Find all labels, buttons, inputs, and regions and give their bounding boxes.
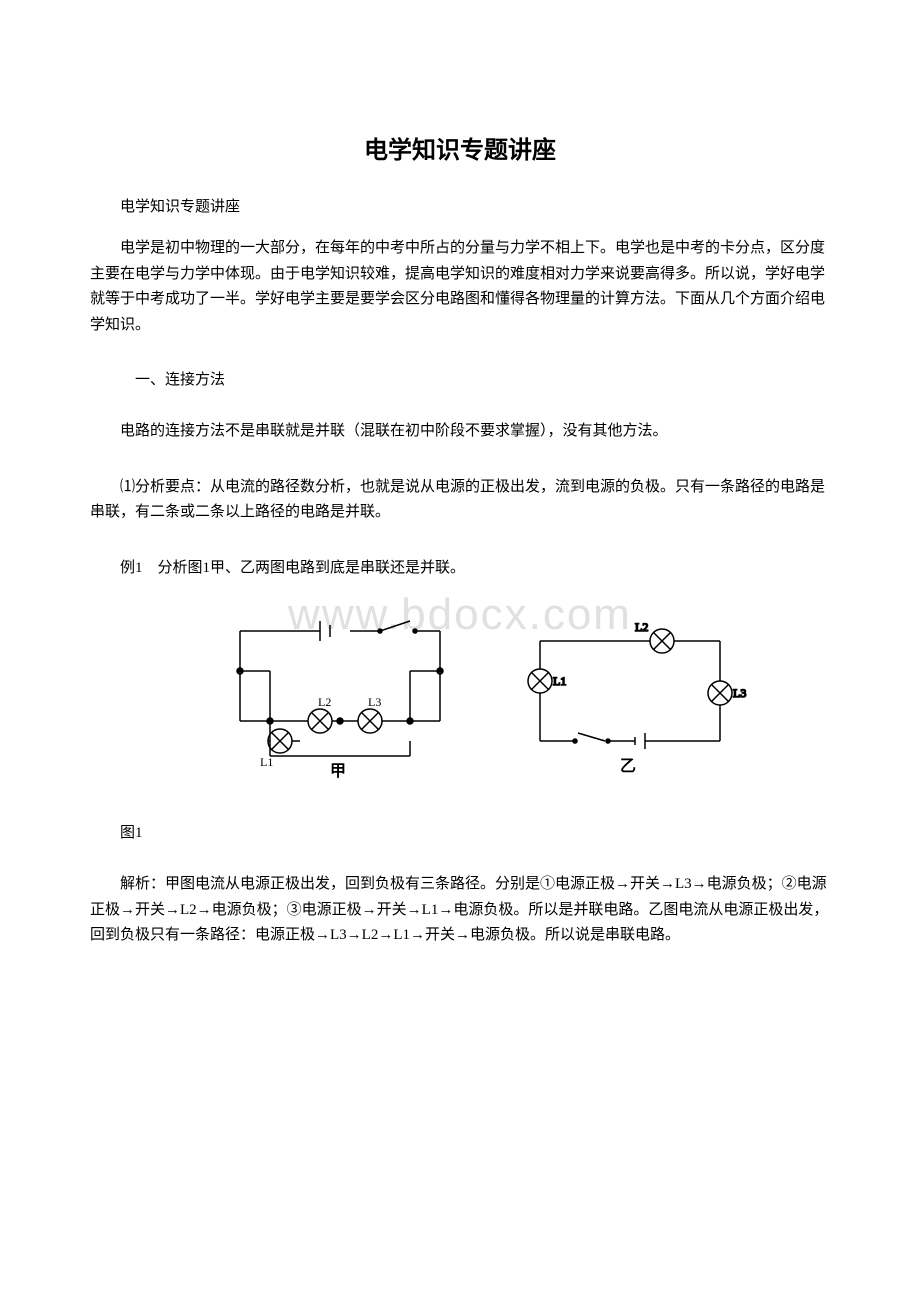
document-content: 电学知识专题讲座 电学知识专题讲座 电学是初中物理的一大部分，在每年的中考中所占…	[90, 130, 830, 949]
circuit-yi-icon: L2 L3	[500, 611, 750, 791]
page-title: 电学知识专题讲座	[90, 130, 830, 165]
circuit-jia-label: 甲	[330, 762, 346, 780]
analysis-paragraph: 解析：甲图电流从电源正极出发，回到负极有三条路径。分别是①电源正极→开关→L3→…	[90, 872, 830, 949]
figure-label: 图1	[90, 821, 830, 842]
circuit-jia-icon: L2 L3 L1 甲	[210, 611, 460, 791]
lamp-l2-label-yi: L2	[635, 620, 648, 634]
example-label: 例1 分析图1甲、乙两图电路到底是串联还是并联。	[90, 556, 830, 582]
circuit-yi-label: 乙	[620, 758, 636, 775]
lamp-l3-label-yi: L3	[733, 686, 746, 700]
circuit-diagrams: L2 L3 L1 甲 L2 L3	[130, 611, 830, 791]
section-paragraph-1: 电路的连接方法不是串联就是并联（混联在初中阶段不要求掌握），没有其他方法。	[90, 419, 830, 445]
lamp-l1-label: L1	[260, 755, 273, 769]
section-heading: 一、连接方法	[90, 368, 830, 389]
section-paragraph-2: ⑴分析要点：从电流的路径数分析，也就是说从电源的正极出发，流到电源的负极。只有一…	[90, 475, 830, 526]
lamp-l3-label: L3	[368, 695, 381, 709]
lamp-l2-label: L2	[318, 695, 331, 709]
subtitle: 电学知识专题讲座	[90, 195, 830, 216]
lamp-l1-label-yi: L1	[553, 674, 566, 688]
intro-paragraph: 电学是初中物理的一大部分，在每年的中考中所占的分量与力学不相上下。电学也是中考的…	[90, 236, 830, 338]
